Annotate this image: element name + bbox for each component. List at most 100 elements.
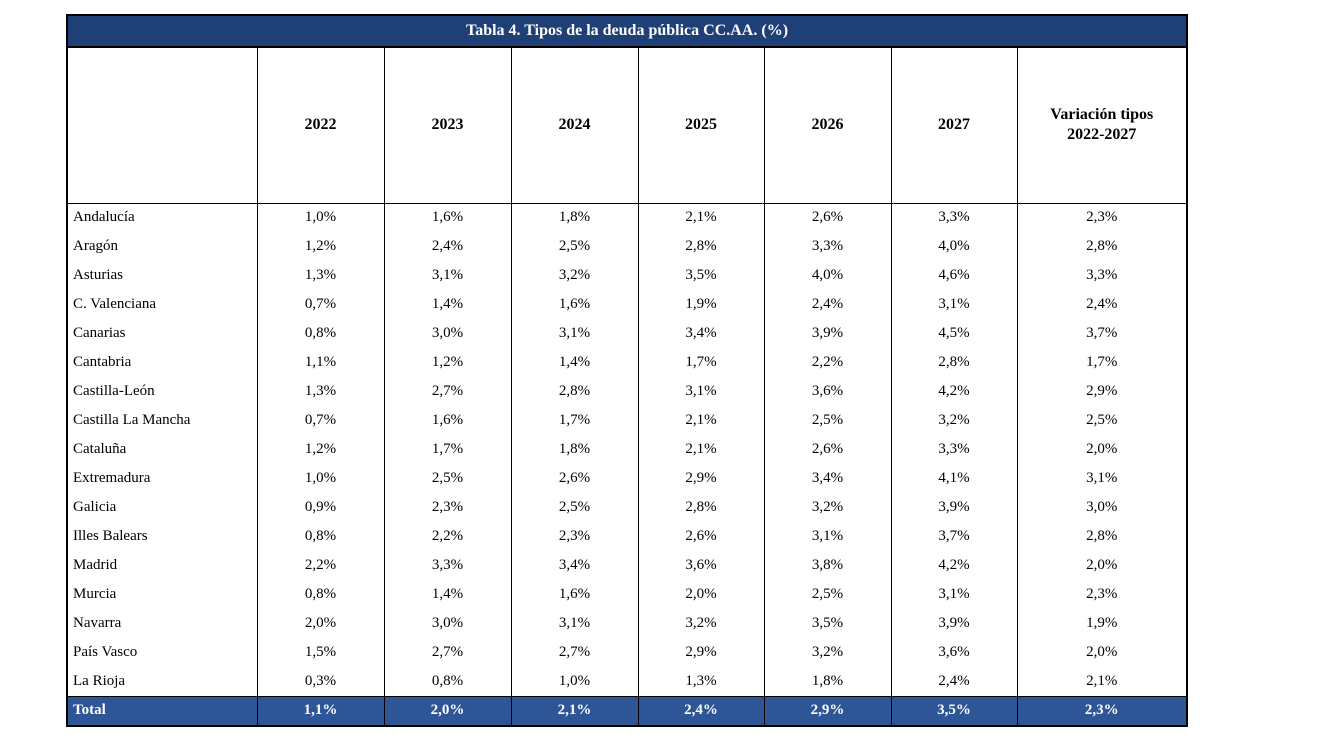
total-value-cell: 2,3% xyxy=(1016,695,1188,726)
table-row: Navarra 2,0% 3,0% 3,1% 3,2% 3,5% 3,9% 1,9% xyxy=(67,609,1188,638)
column-header-row: 2022 2023 2024 2025 2026 2027 Variación … xyxy=(67,47,1188,204)
table-row: Castilla La Mancha 0,7% 1,6% 1,7% 2,1% 2,5% 3,… xyxy=(67,406,1188,435)
deuda-publica-table: Tabla 4. Tipos de la deuda pública CC.AA… xyxy=(65,14,1189,727)
value-cell: 3,5% xyxy=(763,609,892,638)
value-cell: 3,3% xyxy=(890,203,1018,232)
value-cell: 1,0% xyxy=(256,203,385,232)
value-cell: 3,3% xyxy=(890,435,1018,464)
column-header-2027: 2027 xyxy=(890,47,1018,204)
value-cell: 2,5% xyxy=(510,493,639,522)
variacion-header-line1: Variación tipos xyxy=(1050,106,1154,124)
value-cell: 4,1% xyxy=(890,464,1018,493)
value-cell: 1,6% xyxy=(383,203,512,232)
value-cell: 1,8% xyxy=(510,435,639,464)
value-cell: 1,4% xyxy=(383,580,512,609)
value-cell: 2,7% xyxy=(383,377,512,406)
table-row: Galicia 0,9% 2,3% 2,5% 2,8% 3,2% 3,9% 3,0% xyxy=(67,493,1188,522)
value-cell: 4,5% xyxy=(890,319,1018,348)
value-cell: 2,8% xyxy=(637,232,765,261)
value-cell: 2,6% xyxy=(637,522,765,551)
value-cell: 3,8% xyxy=(763,551,892,580)
value-cell: 2,3% xyxy=(1016,203,1188,232)
value-cell: 1,3% xyxy=(256,261,385,290)
variacion-header-text: Variación tipos 2022-2027 xyxy=(1019,105,1186,145)
value-cell: 1,4% xyxy=(510,348,639,377)
value-cell: 2,3% xyxy=(383,493,512,522)
value-cell: 2,0% xyxy=(1016,638,1188,667)
value-cell: 2,6% xyxy=(510,464,639,493)
value-cell: 3,6% xyxy=(637,551,765,580)
value-cell: 1,0% xyxy=(510,667,639,696)
value-cell: 2,7% xyxy=(510,638,639,667)
value-cell: 1,1% xyxy=(256,348,385,377)
value-cell: 3,6% xyxy=(890,638,1018,667)
region-name-cell: Navarra xyxy=(67,609,258,638)
region-name-cell: Extremadura xyxy=(67,464,258,493)
total-value-cell: 2,4% xyxy=(637,695,765,726)
region-name-cell: Canarias xyxy=(67,319,258,348)
value-cell: 3,2% xyxy=(890,406,1018,435)
value-cell: 1,0% xyxy=(256,464,385,493)
value-cell: 2,2% xyxy=(256,551,385,580)
region-name-cell: Cataluña xyxy=(67,435,258,464)
value-cell: 0,8% xyxy=(256,580,385,609)
total-row-label: Total xyxy=(67,695,258,726)
table-row: Canarias 0,8% 3,0% 3,1% 3,4% 3,9% 4,5% 3,7% xyxy=(67,319,1188,348)
table-row: Castilla-León 1,3% 2,7% 2,8% 3,1% 3,6% 4,2% 2,9… xyxy=(67,377,1188,406)
value-cell: 3,6% xyxy=(763,377,892,406)
value-cell: 2,5% xyxy=(510,232,639,261)
value-cell: 2,0% xyxy=(637,580,765,609)
value-cell: 3,9% xyxy=(763,319,892,348)
table-row: Extremadura 1,0% 2,5% 2,6% 2,9% 3,4% 4,1% 3,1% xyxy=(67,464,1188,493)
value-cell: 1,2% xyxy=(256,232,385,261)
value-cell: 3,1% xyxy=(890,290,1018,319)
table-row: La Rioja 0,3% 0,8% 1,0% 1,3% 1,8% 2,4% 2,1% xyxy=(67,667,1188,696)
value-cell: 3,2% xyxy=(637,609,765,638)
value-cell: 1,2% xyxy=(383,348,512,377)
value-cell: 3,1% xyxy=(890,580,1018,609)
column-header-2025: 2025 xyxy=(637,47,765,204)
column-header-2023: 2023 xyxy=(383,47,512,204)
value-cell: 3,1% xyxy=(383,261,512,290)
value-cell: 3,2% xyxy=(763,493,892,522)
table-row: Illes Balears 0,8% 2,2% 2,3% 2,6% 3,1% 3,7% 2,8… xyxy=(67,522,1188,551)
value-cell: 3,1% xyxy=(763,522,892,551)
value-cell: 2,9% xyxy=(637,638,765,667)
value-cell: 1,7% xyxy=(637,348,765,377)
value-cell: 3,5% xyxy=(637,261,765,290)
value-cell: 3,3% xyxy=(383,551,512,580)
total-value-cell: 1,1% xyxy=(256,695,385,726)
region-name-cell: Madrid xyxy=(67,551,258,580)
value-cell: 3,0% xyxy=(383,319,512,348)
total-value-cell: 2,0% xyxy=(383,695,512,726)
value-cell: 2,8% xyxy=(637,493,765,522)
table-row: País Vasco 1,5% 2,7% 2,7% 2,9% 3,2% 3,6% 2,0% xyxy=(67,638,1188,667)
value-cell: 2,0% xyxy=(1016,551,1188,580)
region-name-cell: Castilla La Mancha xyxy=(67,406,258,435)
value-cell: 2,0% xyxy=(1016,435,1188,464)
value-cell: 2,4% xyxy=(1016,290,1188,319)
value-cell: 3,2% xyxy=(510,261,639,290)
value-cell: 0,7% xyxy=(256,290,385,319)
table-row: Asturias 1,3% 3,1% 3,2% 3,5% 4,0% 4,6% 3,3% xyxy=(67,261,1188,290)
value-cell: 4,2% xyxy=(890,551,1018,580)
value-cell: 2,3% xyxy=(510,522,639,551)
value-cell: 4,0% xyxy=(890,232,1018,261)
table-row: Murcia 0,8% 1,4% 1,6% 2,0% 2,5% 3,1% 2,3% xyxy=(67,580,1188,609)
region-name-cell: Illes Balears xyxy=(67,522,258,551)
region-name-cell: La Rioja xyxy=(67,667,258,696)
total-value-cell: 2,1% xyxy=(510,695,639,726)
value-cell: 0,3% xyxy=(256,667,385,696)
value-cell: 2,9% xyxy=(637,464,765,493)
value-cell: 2,4% xyxy=(890,667,1018,696)
value-cell: 2,4% xyxy=(383,232,512,261)
total-row: Total 1,1% 2,0% 2,1% 2,4% 2,9% 3,5% 2,3% xyxy=(67,695,1188,726)
value-cell: 2,9% xyxy=(1016,377,1188,406)
value-cell: 4,6% xyxy=(890,261,1018,290)
value-cell: 1,2% xyxy=(256,435,385,464)
value-cell: 3,1% xyxy=(510,609,639,638)
value-cell: 3,0% xyxy=(383,609,512,638)
value-cell: 3,1% xyxy=(1016,464,1188,493)
value-cell: 1,4% xyxy=(383,290,512,319)
